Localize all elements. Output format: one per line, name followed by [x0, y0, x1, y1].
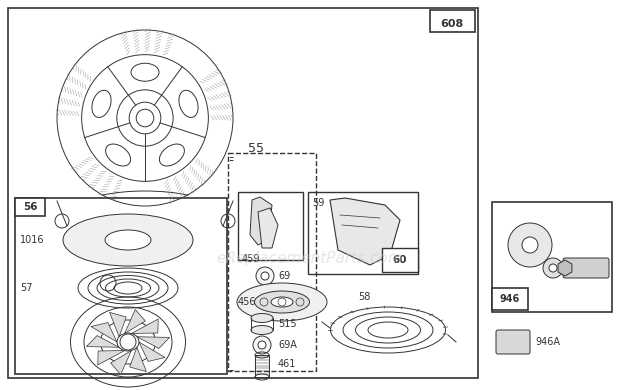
Text: eReplacementParts.com: eReplacementParts.com	[216, 250, 404, 266]
Circle shape	[258, 341, 266, 349]
Circle shape	[522, 237, 538, 253]
Text: 946: 946	[500, 294, 520, 304]
Polygon shape	[137, 337, 170, 348]
Bar	[492, 202, 612, 312]
Polygon shape	[110, 312, 126, 337]
Polygon shape	[98, 351, 125, 365]
Text: 608: 608	[440, 19, 464, 29]
Ellipse shape	[159, 144, 184, 166]
Text: 946A: 946A	[535, 337, 560, 347]
Bar	[492, 288, 528, 310]
Polygon shape	[139, 342, 165, 362]
Polygon shape	[125, 310, 146, 333]
Text: 459: 459	[242, 254, 260, 264]
Ellipse shape	[63, 214, 193, 266]
Polygon shape	[330, 198, 400, 265]
Text: 456: 456	[238, 297, 257, 307]
Bar	[15, 198, 227, 374]
Text: 57: 57	[20, 283, 32, 293]
Text: 1016: 1016	[20, 235, 45, 245]
Ellipse shape	[179, 90, 198, 117]
Text: 461: 461	[278, 359, 296, 369]
Ellipse shape	[131, 63, 159, 81]
Bar	[228, 153, 316, 371]
Text: 69A: 69A	[278, 340, 297, 350]
Ellipse shape	[251, 314, 273, 323]
FancyBboxPatch shape	[563, 258, 609, 278]
Bar	[430, 10, 475, 32]
Circle shape	[549, 264, 557, 272]
Polygon shape	[131, 319, 158, 333]
Text: 58: 58	[358, 292, 370, 302]
Bar	[15, 198, 45, 216]
Text: 60: 60	[392, 255, 407, 265]
Circle shape	[253, 336, 271, 354]
Polygon shape	[258, 208, 278, 248]
Bar	[255, 355, 269, 377]
Polygon shape	[86, 335, 119, 347]
Text: 59: 59	[312, 198, 324, 208]
Bar	[382, 248, 418, 272]
Ellipse shape	[271, 297, 293, 307]
Circle shape	[508, 223, 552, 267]
Polygon shape	[91, 323, 117, 342]
FancyBboxPatch shape	[496, 330, 530, 354]
Circle shape	[256, 267, 274, 285]
Ellipse shape	[105, 230, 151, 250]
Polygon shape	[250, 197, 272, 245]
Bar	[308, 192, 418, 274]
Circle shape	[261, 272, 269, 280]
Circle shape	[543, 258, 563, 278]
Ellipse shape	[251, 326, 273, 335]
Polygon shape	[110, 351, 131, 374]
Ellipse shape	[105, 144, 131, 166]
Circle shape	[120, 334, 136, 350]
Text: 515: 515	[278, 319, 296, 329]
Text: 56: 56	[23, 202, 37, 212]
Polygon shape	[558, 260, 572, 276]
Polygon shape	[130, 347, 146, 372]
Bar	[8, 8, 478, 378]
Text: 55: 55	[248, 142, 264, 154]
Ellipse shape	[237, 283, 327, 321]
Bar	[238, 192, 303, 260]
Ellipse shape	[254, 291, 309, 313]
Text: 69: 69	[278, 271, 290, 281]
Ellipse shape	[92, 90, 111, 117]
